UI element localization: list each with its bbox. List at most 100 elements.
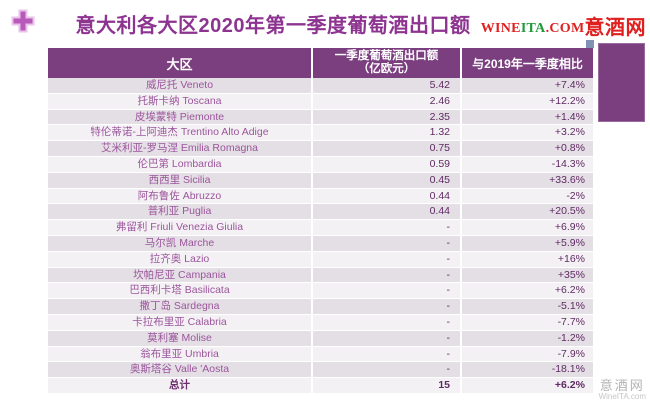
table-row: 马尔凯 Marche - +5.9%: [48, 235, 593, 252]
region-cell: 翁布里亚 Umbria: [48, 346, 311, 363]
region-cell: 阿布鲁佐 Abruzzo: [48, 188, 311, 205]
table-row: 巴西利卡塔 Basilicata - +6.2%: [48, 283, 593, 300]
table-row: 阿布鲁佐 Abruzzo 0.44 -2%: [48, 188, 593, 205]
export-value-cell: 0.45: [313, 172, 460, 189]
yoy-change-cell: -18.1%: [462, 362, 593, 379]
table-total-row: 总计 15 +6.2%: [48, 378, 593, 394]
yoy-change-cell: +6.2%: [462, 283, 593, 300]
header-region: 大区: [48, 48, 311, 78]
table-row: 莫利塞 Molise - -1.2%: [48, 330, 593, 347]
region-cell: 撒丁岛 Sardegna: [48, 299, 311, 315]
plus-icon: [8, 6, 38, 36]
logo-dotcom: .COM: [545, 21, 585, 36]
export-value-cell: 5.42: [313, 78, 460, 94]
yoy-change-cell: +33.6%: [462, 172, 593, 189]
table-row: 奥斯塔谷 Valle 'Aosta - -18.1%: [48, 362, 593, 379]
export-value-cell: 2.46: [313, 93, 460, 110]
table-row: 撒丁岛 Sardegna - -5.1%: [48, 299, 593, 315]
header-region-label: 大区: [166, 56, 193, 72]
export-value-cell: 0.59: [313, 156, 460, 173]
region-cell: 卡拉布里亚 Calabria: [48, 314, 311, 331]
watermark: 意酒网 WineITA.com: [598, 377, 646, 402]
export-table: 大区 一季度葡萄酒出口额 （亿欧元） 与2019年一季度相比 威尼托 Venet…: [48, 48, 593, 394]
yoy-change-cell: +20.5%: [462, 204, 593, 221]
region-cell: 普利亚 Puglia: [48, 204, 311, 221]
table-row: 托斯卡纳 Toscana 2.46 +12.2%: [48, 93, 593, 110]
header-export-value-line2: （亿欧元）: [357, 63, 416, 75]
yoy-change-cell: +6.2%: [462, 378, 593, 394]
yoy-change-cell: +3.2%: [462, 125, 593, 142]
table-row: 西西里 Sicilia 0.45 +33.6%: [48, 172, 593, 189]
export-value-cell: -: [313, 299, 460, 315]
export-value-cell: 2.35: [313, 109, 460, 126]
table-row: 普利亚 Puglia 0.44 +20.5%: [48, 204, 593, 221]
table-row: 威尼托 Veneto 5.42 +7.4%: [48, 78, 593, 94]
yoy-change-cell: +16%: [462, 251, 593, 268]
export-value-cell: -: [313, 362, 460, 379]
yoy-change-cell: +35%: [462, 267, 593, 284]
table-row: 皮埃蒙特 Piemonte 2.35 +1.4%: [48, 109, 593, 126]
wineita-logo: WINEITA.COM意酒网: [481, 11, 646, 40]
table-row: 卡拉布里亚 Calabria - -7.7%: [48, 314, 593, 331]
export-value-cell: -: [313, 330, 460, 347]
yoy-change-cell: -1.2%: [462, 330, 593, 347]
table-row: 弗留利 Friuli Venezia Giulia - +6.9%: [48, 220, 593, 236]
blue-square-decoration: [586, 40, 594, 48]
yoy-change-cell: +0.8%: [462, 141, 593, 157]
export-value-cell: -: [313, 251, 460, 268]
export-value-cell: -: [313, 267, 460, 284]
table-row: 坎帕尼亚 Campania - +35%: [48, 267, 593, 284]
region-cell: 特伦蒂诺-上阿迪杰 Trentino Alto Adige: [48, 125, 311, 142]
table-body: 威尼托 Veneto 5.42 +7.4% 托斯卡纳 Toscana 2.46 +12.2…: [48, 78, 593, 394]
yoy-change-cell: -7.7%: [462, 314, 593, 331]
region-cell: 皮埃蒙特 Piemonte: [48, 109, 311, 126]
yoy-change-cell: -14.3%: [462, 156, 593, 173]
yoy-change-cell: -2%: [462, 188, 593, 205]
table-row: 伦巴第 Lombardia 0.59 -14.3%: [48, 156, 593, 173]
header-yoy-change-label: 与2019年一季度相比: [472, 56, 583, 71]
region-cell: 弗留利 Friuli Venezia Giulia: [48, 220, 311, 236]
watermark-en: WineITA.com: [598, 392, 646, 402]
region-cell: 威尼托 Veneto: [48, 78, 311, 94]
yoy-change-cell: -5.1%: [462, 299, 593, 315]
yoy-change-cell: +5.9%: [462, 235, 593, 252]
yoy-change-cell: -7.9%: [462, 346, 593, 363]
export-value-cell: -: [313, 314, 460, 331]
table-row: 拉齐奥 Lazio - +16%: [48, 251, 593, 268]
yoy-change-cell: +6.9%: [462, 220, 593, 236]
region-cell: 奥斯塔谷 Valle 'Aosta: [48, 362, 311, 379]
yoy-change-cell: +1.4%: [462, 109, 593, 126]
region-cell: 西西里 Sicilia: [48, 172, 311, 189]
table-header-row: 大区 一季度葡萄酒出口额 （亿欧元） 与2019年一季度相比: [48, 48, 593, 78]
purple-block-decoration: [598, 43, 645, 122]
yoy-change-cell: +7.4%: [462, 78, 593, 94]
logo-cn: 意酒网: [584, 17, 646, 39]
logo-wine: WINE: [480, 21, 521, 36]
region-cell: 托斯卡纳 Toscana: [48, 93, 311, 110]
export-value-cell: 0.44: [313, 204, 460, 221]
export-value-cell: -: [313, 220, 460, 236]
region-cell: 总计: [48, 378, 311, 394]
region-cell: 巴西利卡塔 Basilicata: [48, 283, 311, 300]
export-value-cell: 0.75: [313, 141, 460, 157]
export-value-cell: -: [313, 283, 460, 300]
region-cell: 坎帕尼亚 Campania: [48, 267, 311, 284]
export-value-cell: -: [313, 346, 460, 363]
region-cell: 拉齐奥 Lazio: [48, 251, 311, 268]
table-row: 特伦蒂诺-上阿迪杰 Trentino Alto Adige 1.32 +3.2%: [48, 125, 593, 142]
header-export-value-line1: 一季度葡萄酒出口额: [334, 50, 439, 62]
export-value-cell: 0.44: [313, 188, 460, 205]
header-yoy-change: 与2019年一季度相比: [462, 48, 593, 78]
header-export-value: 一季度葡萄酒出口额 （亿欧元）: [313, 48, 460, 78]
region-cell: 伦巴第 Lombardia: [48, 156, 311, 173]
logo-ita: ITA: [520, 21, 546, 36]
table-row: 翁布里亚 Umbria - -7.9%: [48, 346, 593, 363]
export-value-cell: 15: [313, 378, 460, 394]
table-row: 艾米利亚-罗马涅 Emilia Romagna 0.75 +0.8%: [48, 141, 593, 157]
watermark-cn: 意酒网: [599, 377, 645, 393]
yoy-change-cell: +12.2%: [462, 93, 593, 110]
export-value-cell: -: [313, 235, 460, 252]
page-title: 意大利各大区2020年第一季度葡萄酒出口额: [75, 15, 471, 37]
region-cell: 莫利塞 Molise: [48, 330, 311, 347]
region-cell: 马尔凯 Marche: [48, 235, 311, 252]
